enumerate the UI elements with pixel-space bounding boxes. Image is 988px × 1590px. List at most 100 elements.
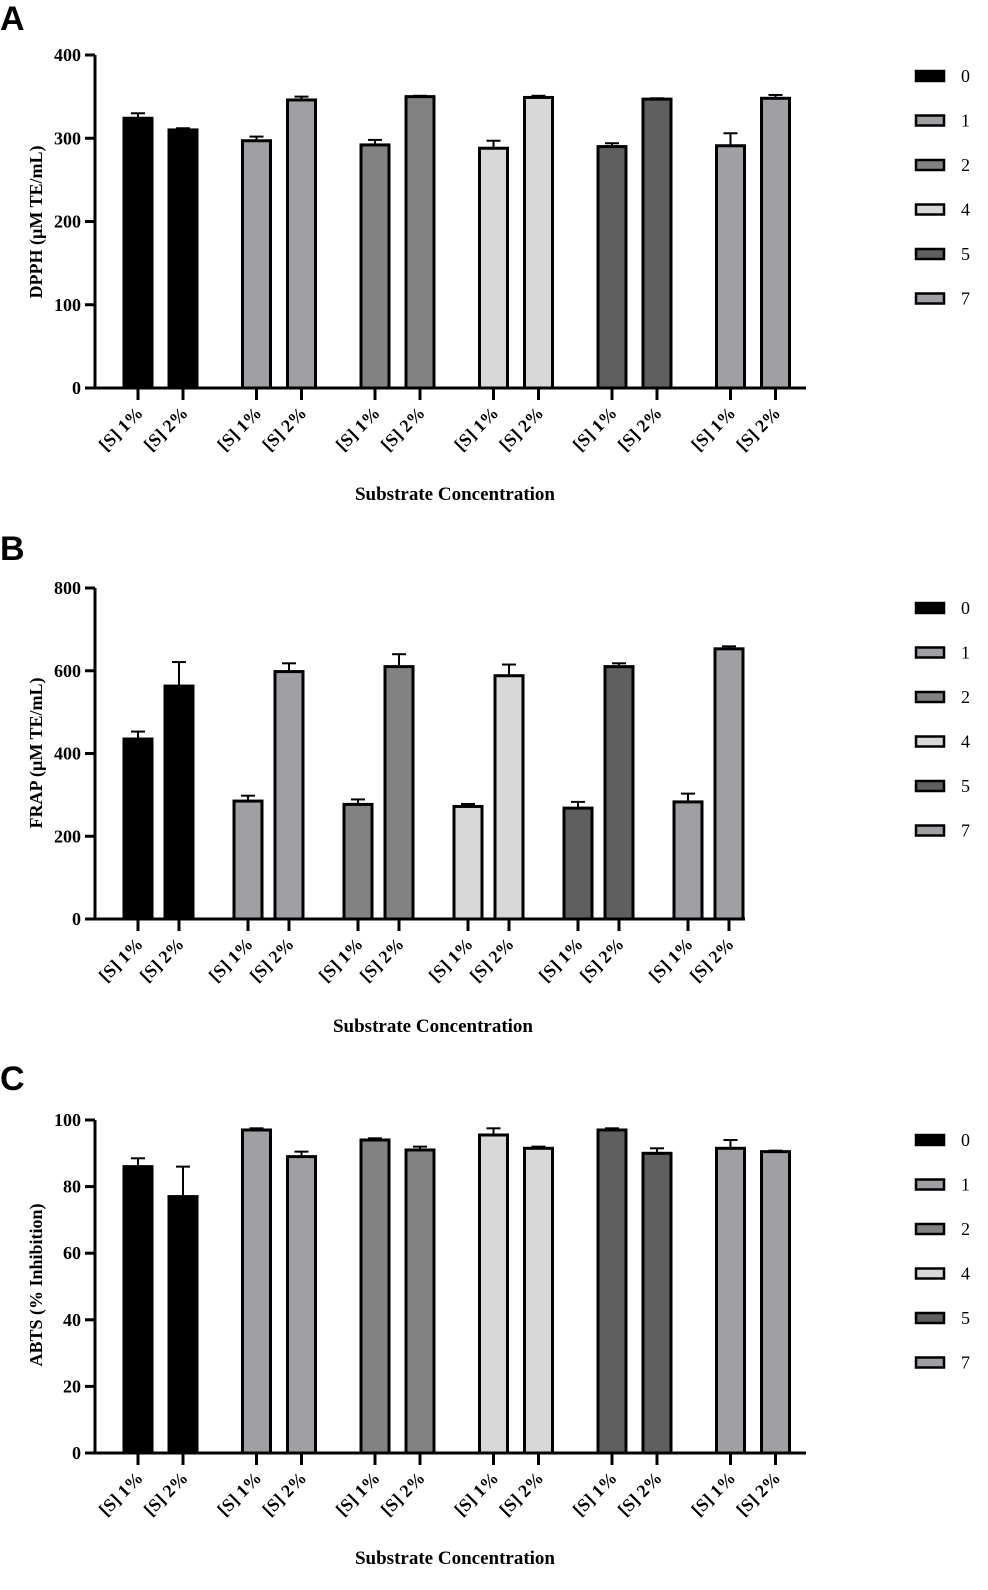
y-tick-label: 80 — [63, 1177, 81, 1197]
legend-label: 5 — [961, 776, 970, 796]
legend-label: 0 — [961, 66, 970, 86]
bar — [596, 1128, 628, 1455]
bar — [715, 144, 746, 390]
legend-label: 0 — [961, 1130, 970, 1150]
bar — [603, 665, 635, 921]
x-tick-label: [S] 2% — [614, 403, 666, 455]
x-tick-label: [S] 1% — [687, 403, 739, 455]
chart-panel-b: 0 200 400 600 800 FRAP (µM TE/mL) [S] 1% [S] 2%… — [0, 530, 988, 1060]
legend-swatch — [914, 779, 946, 793]
bar — [273, 670, 305, 921]
x-tick-label: [S] 1% — [569, 1468, 621, 1520]
x-axis-title: Substrate Concentration — [333, 1016, 533, 1037]
x-tick-label: [S] 1% — [535, 934, 587, 986]
bar — [241, 139, 272, 390]
legend-swatch — [914, 1311, 946, 1325]
bar — [672, 800, 704, 921]
y-tick-label: 200 — [54, 212, 81, 232]
bar — [383, 665, 415, 921]
y-tick-label: 0 — [72, 909, 81, 929]
chart-panel-c: 0 20 40 60 80 100 ABTS (% Inhibition) [S] 1% [S]… — [0, 1060, 988, 1590]
x-tick-label: [S] 2% — [136, 934, 188, 986]
x-tick-label: [S] 1% — [687, 1468, 739, 1520]
legend-label: 0 — [961, 598, 970, 618]
legend-label: 2 — [961, 155, 970, 175]
legend-label: 1 — [961, 1175, 970, 1195]
bar — [359, 143, 391, 390]
legend-label: 7 — [961, 289, 970, 309]
panel-letter: C — [0, 1060, 25, 1098]
x-tick-label: [S] 1% — [315, 934, 367, 986]
legend-label: 4 — [961, 200, 970, 220]
x-tick-label: [S] 2% — [614, 1468, 666, 1520]
legend-swatch — [914, 646, 946, 659]
legend-label: 4 — [961, 1264, 970, 1284]
y-tick-label: 0 — [72, 378, 81, 398]
bar — [493, 674, 525, 921]
y-tick-label: 200 — [54, 826, 81, 846]
bar — [404, 95, 436, 390]
x-axis-title: Substrate Concentration — [355, 1548, 555, 1569]
bar — [232, 799, 264, 921]
bar — [122, 116, 154, 390]
x-tick-label: [S] 1% — [450, 403, 502, 455]
bar — [122, 1165, 154, 1455]
x-tick-label: [S] 1% — [213, 403, 265, 455]
y-tick-label: 400 — [54, 45, 81, 65]
bar — [641, 1151, 673, 1455]
bar — [286, 1155, 317, 1455]
x-tick-label: [S] 2% — [140, 403, 192, 455]
legend-swatch — [914, 69, 946, 83]
bar — [596, 145, 628, 390]
legend-swatch — [914, 158, 946, 172]
x-tick-label: [S] 2% — [576, 934, 628, 986]
x-tick-label: [S] 1% — [95, 403, 147, 455]
bar — [241, 1128, 272, 1455]
bar — [760, 1150, 791, 1455]
bar — [404, 1148, 436, 1455]
x-tick-label: [S] 2% — [732, 1468, 784, 1520]
y-tick-label: 60 — [63, 1243, 81, 1263]
x-tick-label: [S] 1% — [95, 1468, 147, 1520]
y-tick-label: 0 — [72, 1443, 81, 1463]
y-axis-title: FRAP (µM TE/mL) — [26, 677, 47, 828]
legend-label: 2 — [961, 687, 970, 707]
legend-swatch — [914, 114, 946, 127]
x-tick-label: [S] 1% — [645, 934, 697, 986]
x-tick-label: [S] 1% — [95, 934, 147, 986]
legend-label: 4 — [961, 732, 970, 752]
x-tick-label: [S] 2% — [466, 934, 518, 986]
y-tick-label: 400 — [54, 744, 81, 764]
bar — [523, 95, 554, 390]
x-tick-label: [S] 2% — [246, 934, 298, 986]
bar — [452, 804, 484, 921]
y-axis-title: ABTS (% Inhibition) — [26, 1203, 47, 1366]
y-tick-label: 800 — [54, 578, 81, 598]
legend-swatch — [914, 735, 946, 748]
y-tick-label: 100 — [54, 1110, 81, 1130]
legend-label: 7 — [961, 821, 970, 841]
bar — [286, 98, 317, 390]
legend-label: 5 — [961, 1308, 970, 1328]
bar — [478, 1133, 509, 1455]
y-tick-label: 100 — [54, 295, 81, 315]
legend-label: 7 — [961, 1353, 970, 1373]
x-tick-label: [S] 2% — [495, 403, 547, 455]
x-tick-label: [S] 1% — [332, 403, 384, 455]
bar — [122, 737, 154, 921]
x-axis-title: Substrate Concentration — [355, 484, 555, 505]
legend-swatch — [914, 247, 946, 261]
x-tick-label: [S] 2% — [495, 1468, 547, 1520]
bar — [359, 1138, 391, 1455]
bar — [342, 802, 374, 921]
x-tick-label: [S] 2% — [258, 1468, 310, 1520]
bar — [478, 146, 509, 390]
bar — [523, 1146, 554, 1455]
x-tick-label: [S] 1% — [332, 1468, 384, 1520]
panel-letter: A — [0, 0, 25, 38]
legend-label: 1 — [961, 643, 970, 663]
bar — [760, 96, 791, 390]
x-tick-label: [S] 1% — [425, 934, 477, 986]
